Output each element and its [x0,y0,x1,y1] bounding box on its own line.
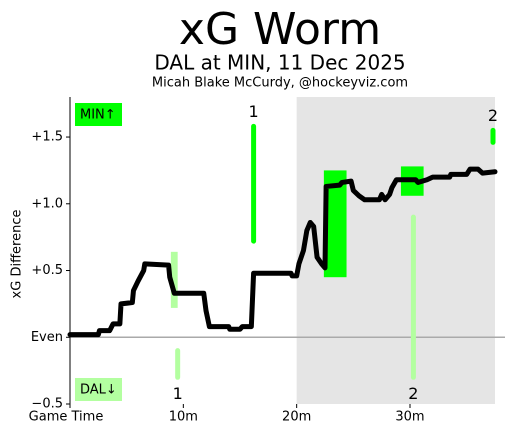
xg-worm [67,166,498,338]
x-tick-label: 30m [395,410,424,425]
y-tick-label: Even [31,330,63,345]
power-play [323,170,347,278]
chart-credit: Micah Blake McCurdy, @hockeyviz.com [152,76,408,91]
goal-label: 1 [173,384,183,403]
y-axis-label: xG Difference [10,210,25,299]
goal-label: 2 [488,106,498,125]
x-tick-label: Game Time [29,410,104,425]
legend-box [75,103,122,126]
power-play [170,251,178,308]
x-tick-label: 20m [282,410,311,425]
legend-label: DAL↓ [80,383,117,398]
chart-subtitle: DAL at MIN, 11 Dec 2025 [154,51,405,75]
x-tick-label: 10m [169,410,198,425]
y-tick-label: +1.5 [31,130,63,145]
y-tick-label: −0.5 [31,397,63,412]
chart-title: xG Worm [179,4,381,55]
legend-label: MIN↑ [80,108,116,123]
y-tick-label: +0.5 [31,263,63,278]
goal-label: 1 [249,102,259,121]
legend-box [75,378,122,401]
y-tick-label: +1.0 [31,196,63,211]
goal-label: 2 [408,384,418,403]
